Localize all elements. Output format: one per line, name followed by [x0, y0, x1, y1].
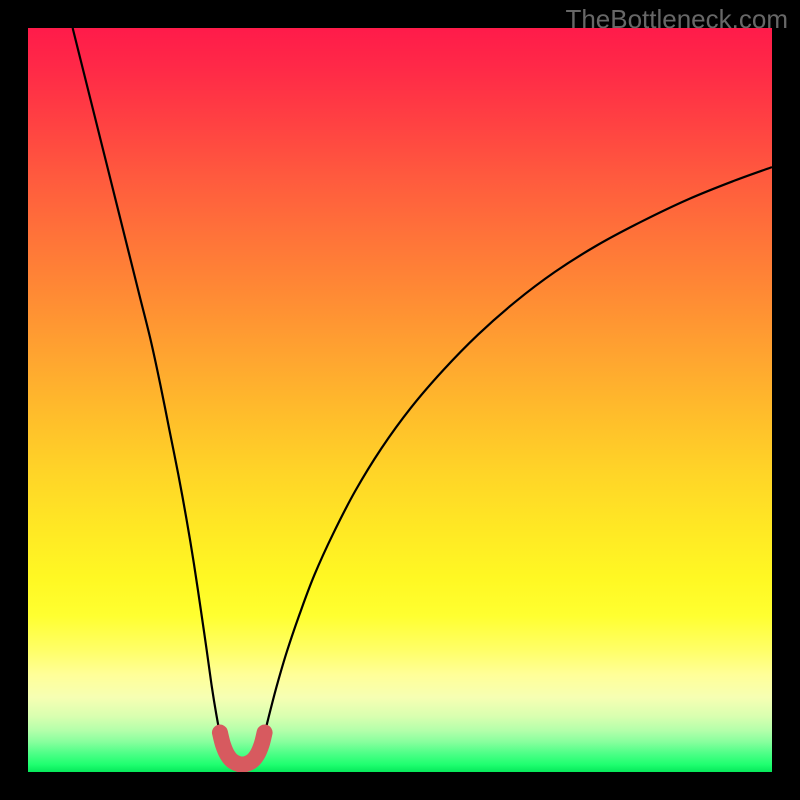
- watermark-text: TheBottleneck.com: [565, 4, 788, 35]
- chart-frame: [28, 28, 772, 772]
- stage: TheBottleneck.com: [0, 0, 800, 800]
